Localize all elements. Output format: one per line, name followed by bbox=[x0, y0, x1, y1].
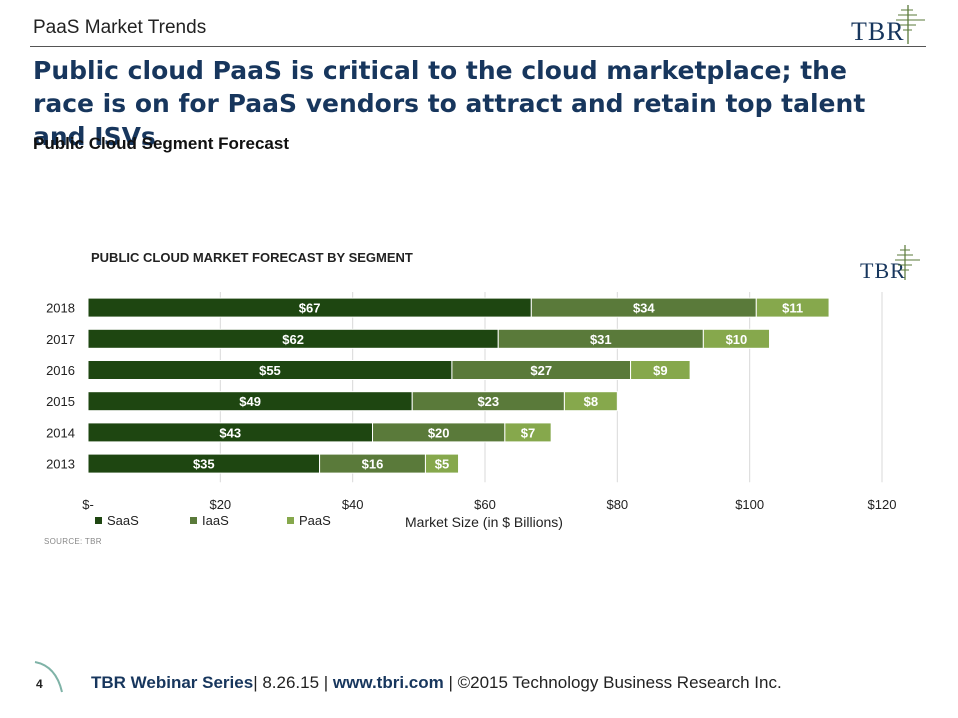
chart-source: SOURCE: TBR bbox=[44, 537, 102, 546]
legend-swatch-paas bbox=[287, 517, 294, 524]
data-label: $55 bbox=[259, 363, 281, 378]
bar-paas bbox=[563, 391, 618, 412]
chart-title: PUBLIC CLOUD MARKET FORECAST BY SEGMENT bbox=[91, 250, 413, 265]
x-tick-label: $60 bbox=[474, 497, 496, 512]
y-tick-label: 2015 bbox=[46, 394, 75, 409]
bar-paas bbox=[702, 328, 771, 349]
chart-logo-sprout-icon bbox=[895, 245, 920, 280]
legend-item-iaas: IaaS bbox=[190, 513, 229, 528]
bar-paas bbox=[424, 453, 460, 474]
legend-item-saas: SaaS bbox=[95, 513, 139, 528]
data-label: $31 bbox=[590, 332, 612, 347]
footer-url: www.tbri.com bbox=[332, 673, 444, 692]
legend-label-paas: PaaS bbox=[299, 513, 331, 528]
data-label: $10 bbox=[726, 332, 748, 347]
legend-item-paas: PaaS bbox=[287, 513, 331, 528]
data-label: $35 bbox=[193, 457, 215, 472]
page-subtitle: Public Cloud Segment Forecast bbox=[33, 134, 289, 153]
header-divider bbox=[30, 46, 926, 47]
y-tick-label: 2013 bbox=[46, 457, 75, 472]
data-label: $62 bbox=[282, 332, 304, 347]
page-title: Public cloud PaaS is critical to the clo… bbox=[33, 56, 866, 151]
data-label: $43 bbox=[219, 425, 241, 440]
data-label: $16 bbox=[362, 457, 384, 472]
data-label: $11 bbox=[782, 301, 803, 316]
legend-swatch-saas bbox=[95, 517, 102, 524]
x-tick-label: $20 bbox=[209, 497, 231, 512]
legend-label-iaas: IaaS bbox=[202, 513, 229, 528]
bar-paas bbox=[630, 360, 691, 380]
footer-arc-icon bbox=[34, 661, 63, 693]
x-tick-label: $100 bbox=[735, 497, 764, 512]
x-tick-label: $120 bbox=[868, 497, 897, 512]
x-tick-label: $40 bbox=[342, 497, 364, 512]
data-label: $23 bbox=[477, 394, 499, 409]
footer-copyright: | ©2015 Technology Business Research Inc… bbox=[443, 673, 782, 692]
footer-date: | 8.26.15 | bbox=[253, 673, 333, 692]
bar-paas bbox=[504, 422, 552, 443]
data-label: $67 bbox=[299, 301, 321, 316]
data-label: $27 bbox=[530, 363, 552, 378]
tbr-logo-text: TBR bbox=[851, 17, 905, 46]
data-label: $49 bbox=[239, 394, 261, 409]
page-number: 4 bbox=[36, 677, 43, 691]
bar-paas bbox=[755, 297, 830, 318]
x-tick-label: $- bbox=[82, 497, 94, 512]
y-tick-label: 2014 bbox=[46, 425, 75, 440]
data-label: $5 bbox=[435, 457, 449, 472]
x-axis-title: Market Size (in $ Billions) bbox=[405, 514, 563, 530]
y-tick-label: 2018 bbox=[46, 301, 75, 316]
footer-brand: TBR Webinar Series bbox=[91, 673, 254, 692]
data-label: $20 bbox=[428, 425, 450, 440]
logo-sprout-icon bbox=[896, 5, 925, 44]
data-label: $9 bbox=[653, 363, 667, 378]
data-label: $8 bbox=[584, 394, 598, 409]
x-tick-label: $80 bbox=[606, 497, 628, 512]
section-label: PaaS Market Trends bbox=[33, 17, 207, 38]
chart-tbr-logo-text: TBR bbox=[860, 258, 906, 283]
legend-swatch-iaas bbox=[190, 517, 197, 524]
chart-plot: 2018 $67 $34 $11 2017 $62 $31 $10 2016 $55 $27 $9 20… bbox=[46, 292, 897, 512]
legend-label-saas: SaaS bbox=[107, 513, 139, 528]
data-label: $34 bbox=[633, 301, 655, 316]
data-label: $7 bbox=[521, 425, 535, 440]
tbr-logo: TBR bbox=[850, 2, 930, 46]
footer: TBR Webinar Series| 8.26.15 | www.tbri.c… bbox=[91, 673, 782, 693]
y-tick-label: 2017 bbox=[46, 332, 75, 347]
chart-tbr-logo: TBR bbox=[859, 243, 921, 283]
y-tick-label: 2016 bbox=[46, 363, 75, 378]
